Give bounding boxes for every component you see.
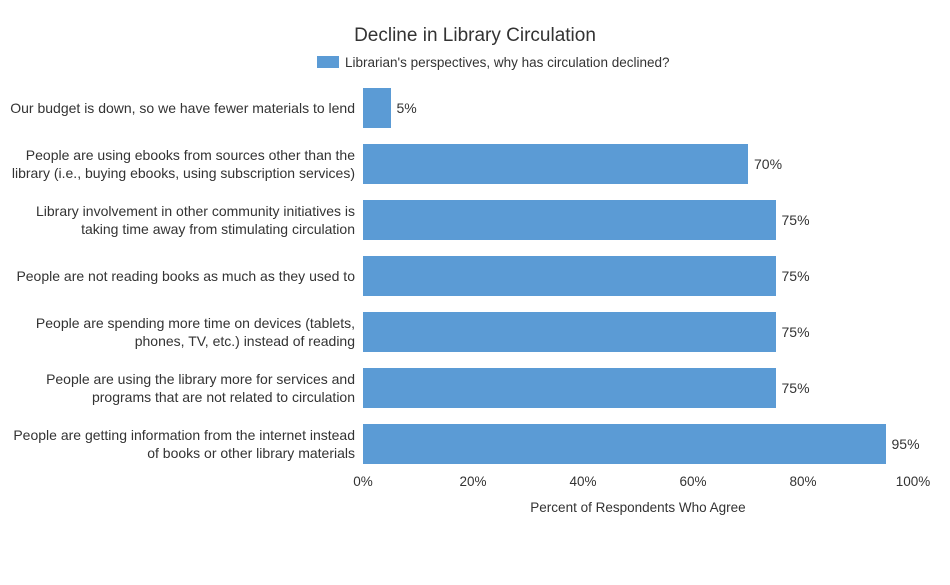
bar: [363, 312, 776, 352]
legend: Librarian's perspectives, why has circul…: [317, 55, 670, 70]
bar: [363, 256, 776, 296]
x-tick: 80%: [789, 474, 816, 489]
x-tick: 40%: [569, 474, 596, 489]
bar-row: 75%: [363, 360, 913, 416]
plot-area: 5% 70% 75% 75% 75% 75% 95%: [363, 80, 913, 470]
bar-row: 75%: [363, 304, 913, 360]
bar: [363, 144, 748, 184]
legend-label: Librarian's perspectives, why has circul…: [345, 55, 670, 70]
bar-value-label: 70%: [748, 144, 782, 184]
x-tick: 20%: [459, 474, 486, 489]
chart-container: Decline in Library Circulation Librarian…: [0, 0, 950, 585]
x-tick: 60%: [679, 474, 706, 489]
category-label: People are spending more time on devices…: [0, 304, 355, 360]
bar-value-label: 75%: [776, 256, 810, 296]
x-tick: 0%: [353, 474, 373, 489]
bar-row: 75%: [363, 192, 913, 248]
bar-value-label: 75%: [776, 200, 810, 240]
bar-row: 95%: [363, 416, 913, 472]
x-axis: Percent of Respondents Who Agree 0%20%40…: [363, 474, 913, 534]
bar: [363, 88, 391, 128]
bar-value-label: 95%: [886, 424, 920, 464]
x-tick: 100%: [896, 474, 931, 489]
bar-value-label: 75%: [776, 312, 810, 352]
chart-title: Decline in Library Circulation: [0, 0, 950, 47]
bar-value-label: 5%: [391, 88, 417, 128]
bar: [363, 200, 776, 240]
bar-value-label: 75%: [776, 368, 810, 408]
category-label: People are not reading books as much as …: [0, 248, 355, 304]
category-label: People are getting information from the …: [0, 416, 355, 472]
bar: [363, 368, 776, 408]
category-label: Library involvement in other community i…: [0, 192, 355, 248]
category-label: People are using ebooks from sources oth…: [0, 136, 355, 192]
bar-row: 75%: [363, 248, 913, 304]
bar-row: 70%: [363, 136, 913, 192]
bar: [363, 424, 886, 464]
category-label: Our budget is down, so we have fewer mat…: [0, 80, 355, 136]
legend-swatch: [317, 56, 339, 68]
category-label: People are using the library more for se…: [0, 360, 355, 416]
x-axis-title: Percent of Respondents Who Agree: [363, 500, 913, 515]
bar-row: 5%: [363, 80, 913, 136]
